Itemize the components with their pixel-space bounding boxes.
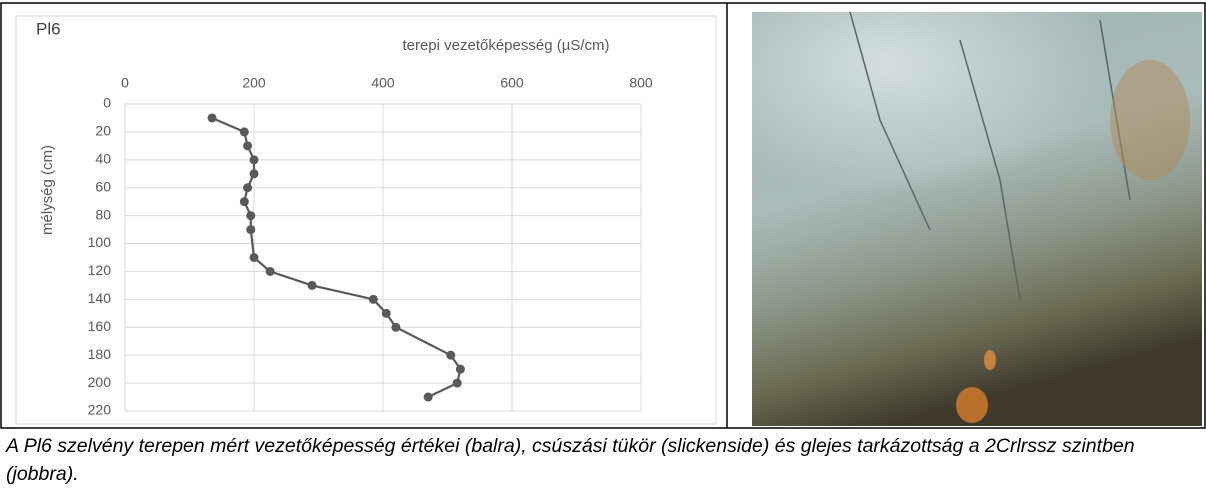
- photo-mottle: [1110, 60, 1190, 180]
- data-point: [243, 141, 252, 150]
- data-point: [250, 169, 259, 178]
- data-point: [250, 155, 259, 164]
- y-tick-label: 0: [103, 95, 111, 111]
- y-axis-label: mélység (cm): [39, 145, 56, 235]
- y-tick-label: 220: [88, 402, 112, 418]
- y-tick-label: 60: [95, 178, 111, 194]
- data-point: [250, 253, 259, 262]
- y-tick-label: 100: [88, 234, 112, 250]
- page: Pl6 terepi vezetőképesség (µS/cm) mélysé…: [0, 0, 1206, 500]
- data-point: [240, 197, 249, 206]
- data-point: [424, 393, 433, 402]
- y-tick-label: 120: [88, 262, 112, 278]
- data-point: [369, 295, 378, 304]
- x-tick-label: 200: [242, 75, 266, 91]
- y-tick-label: 180: [88, 346, 112, 362]
- y-tick-label: 160: [88, 318, 112, 334]
- data-point: [456, 365, 465, 374]
- x-tick-label: 400: [371, 75, 395, 91]
- y-tick-label: 40: [95, 151, 111, 167]
- data-point: [308, 281, 317, 290]
- data-point: [208, 113, 217, 122]
- data-point: [246, 211, 255, 220]
- data-point: [391, 323, 400, 332]
- photo-mottle: [956, 387, 988, 423]
- x-tick-label: 800: [629, 75, 653, 91]
- x-axis-label: terepi vezetőképesség (µS/cm): [402, 37, 609, 54]
- y-tick-label: 140: [88, 290, 112, 306]
- x-tick-label: 600: [500, 75, 524, 91]
- y-tick-label: 20: [95, 123, 111, 139]
- data-point: [240, 127, 249, 136]
- figure: Pl6 terepi vezetőképesség (µS/cm) mélysé…: [0, 0, 1206, 430]
- data-point: [446, 351, 455, 360]
- caption: A Pl6 szelvény terepen mért vezetőképess…: [6, 432, 1200, 488]
- data-point: [246, 225, 255, 234]
- y-tick-label: 80: [95, 206, 111, 222]
- data-point: [243, 183, 252, 192]
- chart-title: Pl6: [36, 19, 61, 38]
- data-point: [266, 267, 275, 276]
- photo: [752, 12, 1202, 426]
- photo-mottle: [984, 350, 996, 370]
- x-tick-label: 0: [121, 75, 129, 91]
- data-point: [382, 309, 391, 318]
- data-point: [453, 379, 462, 388]
- y-tick-label: 200: [88, 374, 112, 390]
